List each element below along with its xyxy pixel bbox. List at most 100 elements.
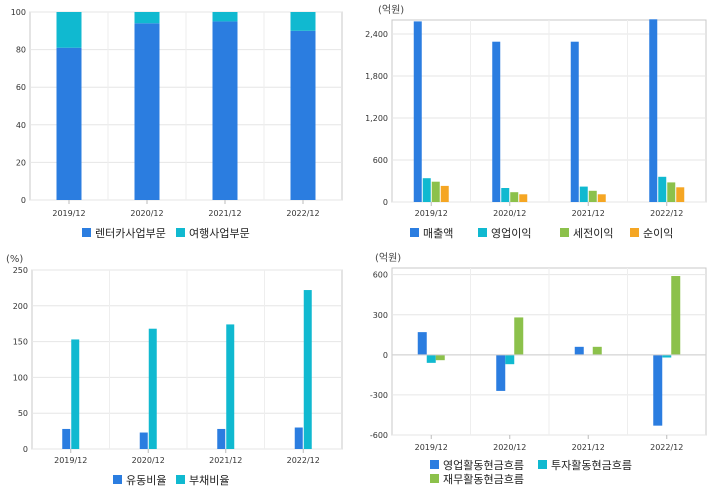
legend-swatch — [430, 460, 439, 469]
x-tick-label: 2022/12 — [287, 456, 320, 465]
chart-income: (억원) 0 600 1,200 1,800 2,400 2019/12 2020/12 202… — [365, 4, 707, 240]
legend-swatch — [176, 475, 185, 484]
y-tick-label: 100 — [11, 8, 26, 17]
y-tick-label: 150 — [13, 338, 28, 347]
bar-2 — [579, 186, 588, 202]
y-tick-label: 0 — [21, 196, 26, 205]
bar-3 — [514, 317, 524, 355]
y-tick-label: 80 — [16, 46, 26, 55]
y-tick-label: 1,200 — [365, 114, 388, 123]
y-tick-label: 60 — [16, 83, 26, 92]
legend-label: 투자활동현금흐름 — [551, 458, 632, 472]
x-tick-label: 2021/12 — [208, 209, 241, 218]
x-tick-label: 2019/12 — [54, 456, 87, 465]
chart-panel-income: (억원) 0 600 1,200 1,800 2,400 2019/12 2020/12 202… — [360, 0, 720, 248]
bar-3 — [592, 346, 602, 355]
bar-4 — [519, 194, 528, 202]
legend-label: 매출액 — [423, 227, 453, 240]
x-tick-label: 2022/12 — [650, 209, 683, 218]
legend-label: 순이익 — [643, 227, 673, 240]
legend-swatch — [113, 475, 122, 484]
x-tick-label: 2019/12 — [415, 209, 448, 218]
legend-label: 부채비율 — [189, 474, 229, 487]
x-tick-label: 2019/12 — [415, 443, 448, 452]
legend-label: 유동비율 — [126, 474, 166, 487]
y-tick-label: 50 — [18, 409, 28, 418]
chart-ratio: (%) 0 50 100 150 200 250 2019/12 2020/12 2021/12 2… — [6, 254, 343, 487]
legend-swatch — [82, 228, 91, 237]
legend-label: 영업이익 — [491, 227, 531, 240]
chart-panel-segment-share: 0 20 40 60 80 100 2019/12 2020/12 2021/12 2022/12… — [0, 0, 360, 248]
x-tick-label: 2021/12 — [209, 456, 242, 465]
x-tick-label: 2021/12 — [572, 209, 605, 218]
bar-2 — [212, 12, 238, 22]
bar-3 — [431, 181, 440, 202]
bar-3 — [435, 354, 445, 361]
bar-3 — [667, 182, 676, 202]
y-tick-label: 0 — [383, 351, 388, 360]
bar-4 — [676, 187, 685, 202]
x-tick-label: 2019/12 — [52, 209, 85, 218]
bar-1 — [653, 354, 663, 426]
bar-1 — [62, 428, 71, 449]
bar-3 — [671, 276, 681, 355]
bar-1 — [294, 427, 303, 449]
bar-1 — [56, 47, 82, 200]
bar-2 — [501, 188, 510, 202]
bar-2 — [226, 324, 235, 449]
axis-unit-label: (억원) — [378, 4, 404, 16]
bar-3 — [510, 192, 519, 202]
y-tick-label: 0 — [23, 445, 28, 454]
bar-2 — [71, 339, 80, 449]
bar-1 — [413, 21, 422, 203]
bar-4 — [440, 185, 449, 202]
bar-2 — [662, 354, 672, 358]
legend-swatch — [410, 228, 419, 237]
bar-1 — [212, 21, 238, 201]
y-tick-label: 600 — [373, 156, 388, 165]
y-tick-label: 200 — [13, 302, 28, 311]
bar-1 — [496, 354, 506, 391]
bar-4 — [597, 194, 606, 202]
y-tick-label: 100 — [13, 373, 28, 382]
legend-swatch — [538, 460, 547, 469]
legend-swatch — [630, 228, 639, 237]
y-tick-label: 1,800 — [365, 72, 388, 81]
axis-unit-label: (억원) — [375, 252, 401, 264]
bar-2 — [134, 12, 160, 24]
y-tick-label: 600 — [373, 271, 388, 280]
bar-1 — [217, 428, 226, 449]
y-tick-label: -600 — [370, 431, 388, 440]
bar-1 — [290, 30, 316, 200]
bar-3 — [588, 190, 597, 202]
bar-1 — [492, 41, 501, 203]
bar-2 — [426, 354, 436, 363]
legend-swatch — [478, 228, 487, 237]
x-tick-label: 2021/12 — [572, 443, 605, 452]
bar-1 — [649, 19, 658, 202]
axis-unit-label: (%) — [6, 254, 23, 265]
chart-segment-share: 0 20 40 60 80 100 2019/12 2020/12 2021/12 2022/12… — [11, 8, 343, 240]
bar-1 — [139, 432, 148, 449]
x-tick-label: 2020/12 — [132, 456, 165, 465]
bar-2 — [422, 178, 431, 202]
y-tick-label: 20 — [16, 158, 26, 167]
x-tick-label: 2020/12 — [493, 209, 526, 218]
bar-2 — [658, 176, 667, 202]
legend-label: 재무활동현금흐름 — [443, 472, 524, 486]
y-tick-label: 40 — [16, 121, 26, 130]
bar-1 — [134, 23, 160, 201]
legend-label: 렌터카사업부문 — [95, 227, 166, 240]
y-tick-label: 0 — [383, 198, 388, 207]
y-tick-label: 250 — [13, 266, 28, 275]
chart-panel-cashflow: (억원) -600 -300 0 300 600 2019/12 2020/12 2021/12… — [360, 248, 720, 496]
bar-2 — [505, 354, 515, 365]
bar-2 — [56, 12, 82, 48]
y-tick-label: -300 — [370, 391, 388, 400]
y-tick-label: 2,400 — [365, 30, 388, 39]
legend-swatch — [560, 228, 569, 237]
bar-2 — [290, 12, 316, 31]
chart-cashflow: (억원) -600 -300 0 300 600 2019/12 2020/12 2021/12… — [370, 252, 707, 486]
legend-label: 세전이익 — [573, 227, 613, 240]
bar-1 — [417, 332, 427, 355]
